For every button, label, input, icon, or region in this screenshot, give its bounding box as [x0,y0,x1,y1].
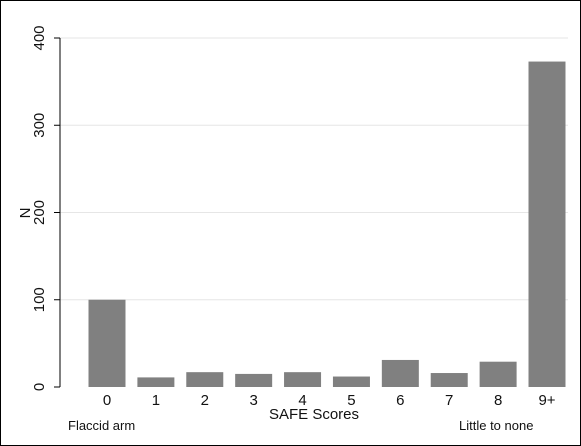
bars [89,62,566,387]
bar-0 [89,300,126,387]
bar-2 [186,372,223,387]
y-axis-label: N [17,208,34,219]
bar-7 [431,373,468,387]
bar-4 [284,372,321,387]
annotation-left: Flaccid arm [68,418,135,433]
x-axis-label: SAFE Scores [269,406,359,423]
y-tick-label: 100 [31,287,48,312]
x-tick-label: 9+ [538,392,555,409]
axes [54,38,60,387]
x-tick-label: 3 [249,392,257,409]
x-tick-label: 7 [445,392,453,409]
bar-3 [235,374,272,387]
y-tick-label: 0 [31,383,48,391]
x-tick-label: 0 [103,392,111,409]
bar-5 [333,377,370,387]
x-tick-label: 8 [494,392,502,409]
x-tick-label: 2 [201,392,209,409]
annotation-right: Little to none [459,418,533,433]
y-tick-label: 300 [31,113,48,138]
x-tick-label: 1 [152,392,160,409]
bar-9+ [529,62,566,387]
bar-1 [137,377,174,387]
y-tick-label: 400 [31,25,48,50]
x-tick-label: 6 [396,392,404,409]
grid-lines [60,38,568,300]
bar-6 [382,360,419,387]
bar-8 [480,362,517,387]
